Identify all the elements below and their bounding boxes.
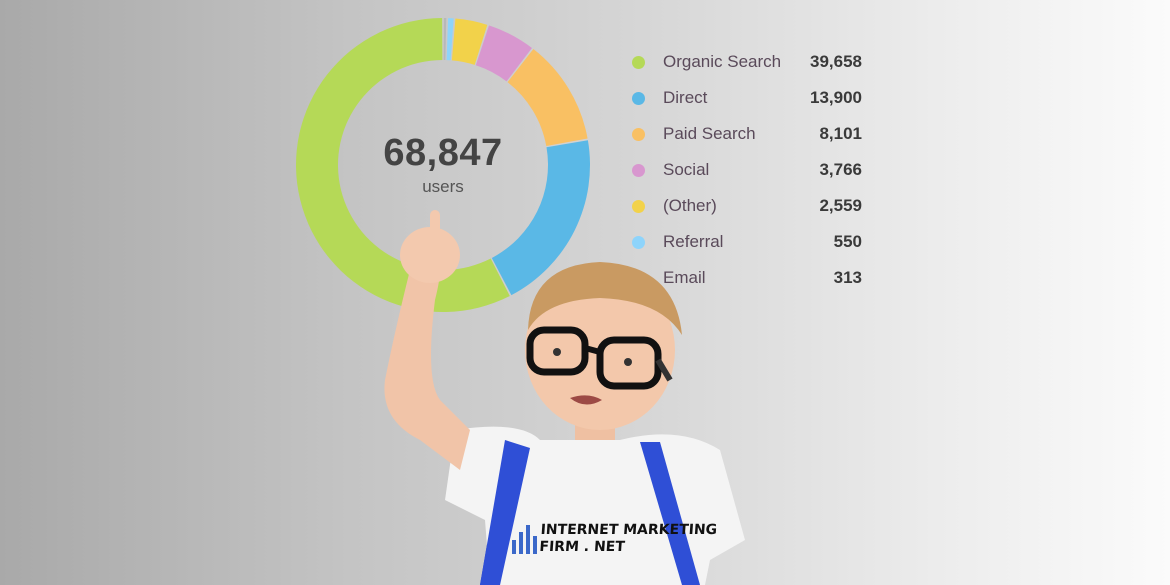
logo-line-2: FIRM . NET: [538, 539, 626, 555]
logo-line-1: INTERNET MARKETING: [540, 522, 718, 538]
legend-label: Email: [663, 268, 706, 287]
legend-item: Social 3,766: [630, 152, 862, 188]
legend-label: Social: [663, 160, 710, 179]
legend-label: Referral: [663, 232, 724, 251]
legend-value: 8,101: [819, 124, 862, 143]
legend-dot: [632, 91, 645, 105]
legend-label: (Other): [663, 196, 717, 215]
legend-item: Email 313: [630, 260, 862, 296]
legend-label: Paid Search: [663, 124, 756, 143]
legend-dot: [632, 235, 645, 249]
legend-value: 3,766: [819, 160, 862, 179]
legend-item: Organic Search 39,658: [630, 44, 862, 80]
donut-slice-organic-search: [296, 18, 510, 312]
legend-value: 2,559: [819, 196, 862, 215]
donut-slice-direct: [491, 140, 590, 296]
donut-slice-paid-search: [507, 49, 588, 147]
donut-slice-email: [443, 18, 447, 61]
total-users-label: users: [422, 177, 464, 196]
donut-center: 68,847 users: [343, 132, 543, 197]
legend-item: (Other) 2,559: [630, 188, 862, 224]
legend-value: 550: [833, 232, 862, 251]
legend-value: 39,658: [810, 52, 862, 71]
legend-item: Paid Search 8,101: [630, 116, 862, 152]
legend-item: Direct 13,900: [630, 80, 862, 116]
legend-dot: [632, 55, 645, 69]
legend-dot: [632, 127, 645, 141]
legend-dot: [632, 199, 645, 213]
legend: Organic Search 39,658 Direct 13,900 Paid…: [630, 44, 862, 296]
shirt-logo: INTERNET MARKETING FIRM . NET: [539, 522, 718, 556]
total-users: 68,847: [383, 132, 503, 174]
legend-label: Direct: [663, 88, 708, 107]
legend-value: 313: [833, 268, 862, 287]
legend-label: Organic Search: [663, 52, 782, 71]
donut-slice-referral: [446, 18, 454, 61]
legend-dot: [632, 163, 645, 177]
legend-value: 13,900: [810, 88, 862, 107]
donut-slice-social: [475, 25, 532, 82]
donut-slice-other: [451, 18, 488, 65]
legend-item: Referral 550: [630, 224, 862, 260]
